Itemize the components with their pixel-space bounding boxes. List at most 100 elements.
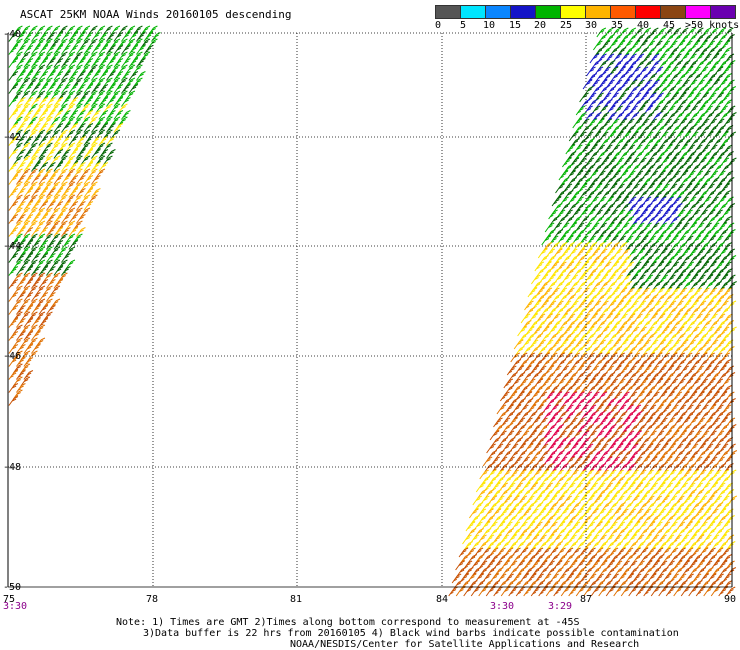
wind-barb: [568, 372, 578, 382]
wind-barb: [586, 502, 596, 512]
wind-barb: [121, 45, 131, 55]
wind-barb: [564, 430, 575, 441]
wind-barb: [50, 77, 61, 88]
wind-barb: [106, 32, 116, 42]
wind-barb: [151, 32, 161, 42]
wind-barb: [587, 73, 598, 83]
wind-barb: [611, 339, 621, 350]
wind-barb: [8, 227, 19, 237]
wind-barb: [688, 274, 699, 285]
wind-barb: [543, 268, 553, 278]
wind-barb: [631, 528, 642, 538]
wind-barb: [625, 242, 635, 252]
wind-barb: [686, 125, 696, 135]
wind-barb: [649, 534, 660, 545]
wind-barb: [31, 305, 41, 315]
wind-barb: [625, 411, 635, 421]
wind-barb: [38, 58, 49, 68]
wind-barb: [686, 170, 696, 181]
wind-barb: [589, 177, 600, 187]
wind-barb: [548, 235, 559, 246]
wind-barb: [35, 129, 46, 140]
wind-barb: [691, 528, 702, 538]
wind-barb: [68, 227, 79, 237]
wind-barb: [721, 573, 732, 584]
wind-barb: [626, 27, 637, 38]
wind-barb: [598, 541, 608, 551]
wind-barb: [633, 437, 644, 447]
wind-barb: [554, 300, 564, 311]
wind-barb: [23, 370, 34, 380]
wind-barb: [612, 534, 622, 545]
wind-barb: [619, 196, 629, 207]
wind-barb: [636, 443, 646, 454]
wind-barb: [50, 181, 61, 192]
wind-barb: [91, 58, 101, 68]
wind-barb: [496, 528, 507, 538]
wind-barb: [46, 84, 56, 94]
wind-barb: [679, 151, 689, 161]
wind-barb: [550, 456, 560, 467]
legend-label-4: 20: [534, 20, 547, 31]
wind-barb: [715, 482, 726, 493]
wind-barb: [516, 469, 527, 480]
wind-barb: [666, 424, 677, 434]
wind-barb: [61, 240, 71, 250]
wind-barb: [16, 383, 26, 393]
wind-barb: [671, 27, 682, 38]
wind-barb: [636, 131, 647, 142]
wind-barb: [550, 437, 561, 447]
wind-barb: [474, 554, 485, 564]
wind-barb: [547, 307, 558, 317]
wind-barb: [605, 372, 616, 382]
wind-barb: [526, 547, 536, 558]
wind-barb: [637, 495, 648, 506]
wind-barb: [687, 489, 697, 499]
wind-barb: [625, 482, 636, 493]
wind-barb: [53, 71, 64, 81]
wind-barb: [8, 396, 19, 406]
wind-barb: [626, 151, 637, 161]
wind-barb: [68, 84, 79, 94]
wind-barb: [500, 515, 510, 525]
wind-barb: [710, 372, 721, 382]
wind-barb: [594, 573, 604, 584]
wind-barb: [536, 508, 547, 519]
wind-barb: [656, 170, 666, 181]
wind-barb: [16, 292, 26, 302]
wind-barb: [31, 45, 41, 55]
wind-barb: [511, 573, 522, 584]
wind-barb: [612, 222, 622, 233]
wind-barb: [601, 359, 612, 369]
wind-barb: [671, 339, 681, 350]
wind-barb: [725, 248, 736, 259]
wind-barb: [604, 320, 615, 330]
wind-barb: [676, 190, 687, 200]
wind-barb: [642, 177, 652, 187]
wind-barb: [542, 242, 553, 252]
wind-barb: [91, 97, 101, 107]
wind-barb: [576, 300, 587, 311]
wind-barb: [691, 573, 702, 584]
wind-barb: [568, 417, 578, 428]
wind-barb: [720, 333, 731, 343]
wind-barb: [572, 118, 582, 129]
wind-barb: [489, 554, 500, 564]
wind-barb: [672, 203, 683, 213]
wind-barb: [110, 38, 121, 49]
wind-barb: [727, 112, 737, 122]
wind-barb: [648, 508, 659, 519]
wind-barb: [718, 60, 728, 70]
wind-barb: [8, 357, 19, 367]
wind-barb: [598, 398, 609, 408]
wind-barb: [676, 573, 687, 584]
wind-barb: [665, 541, 676, 551]
wind-barb: [20, 324, 31, 335]
wind-barb: [76, 162, 86, 172]
wind-barb: [613, 229, 624, 239]
wind-barb: [91, 136, 101, 146]
wind-barb: [663, 339, 674, 350]
wind-barb: [113, 110, 124, 120]
wind-barb: [31, 253, 41, 263]
wind-barb: [639, 404, 649, 415]
